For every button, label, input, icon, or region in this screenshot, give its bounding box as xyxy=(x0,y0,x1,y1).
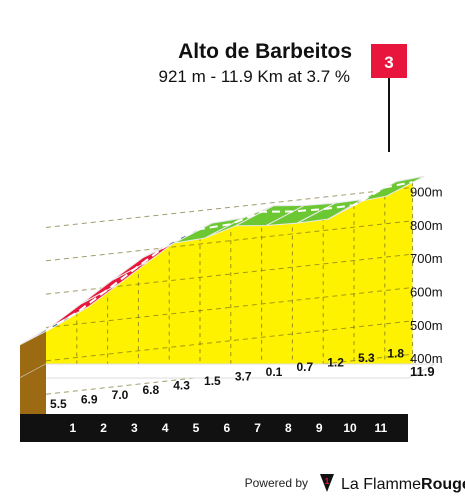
gradient-label: 1.5 xyxy=(204,374,221,388)
grid-line xyxy=(45,287,413,328)
grid-line xyxy=(45,220,413,262)
category-badge-label: 3 xyxy=(384,53,393,72)
y-axis-label: 500m xyxy=(410,318,443,333)
gradient-label: 5.3 xyxy=(358,351,375,365)
profile-area-group xyxy=(20,182,413,378)
gradient-label: 6.8 xyxy=(142,383,159,397)
category-badge: 3 xyxy=(371,44,407,152)
footer: Powered by 1 La FlammeRouge xyxy=(245,474,465,493)
gradient-label: 7.0 xyxy=(112,388,129,402)
km-marker-label: 8 xyxy=(285,421,292,435)
gradient-label: 1.2 xyxy=(327,356,344,370)
km-marker-label: 3 xyxy=(131,421,138,435)
profile-side-face xyxy=(20,330,46,378)
gradient-label: 4.3 xyxy=(173,379,190,393)
km-marker-label: 4 xyxy=(162,421,169,435)
y-axis-label: 900m xyxy=(410,184,443,199)
gradient-band-12 xyxy=(358,175,425,202)
gradient-label: 5.5 xyxy=(50,397,67,411)
gradient-label: 0.1 xyxy=(266,365,283,379)
y-axis-labels: 400m 500m 600m 700m 800m 900m 11.9 xyxy=(410,184,443,379)
grid-line xyxy=(45,186,413,228)
km-marker-label: 2 xyxy=(100,421,107,435)
km-marker-labels: 1 2 3 4 5 6 7 8 9 10 11 xyxy=(69,421,387,435)
km-separator-lines xyxy=(76,182,414,364)
base-side-face xyxy=(20,364,46,414)
gradient-label: 3.7 xyxy=(235,369,252,383)
chart-subtitle: 921 m - 11.9 Km at 3.7 % xyxy=(159,67,351,86)
km-marker-label: 1 xyxy=(69,421,76,435)
grid-line xyxy=(45,253,413,295)
category-badge-box xyxy=(371,44,407,78)
brand-name-suffix: Rouge xyxy=(421,476,465,493)
y-axis-label: 400m xyxy=(410,351,443,366)
km-marker-label: 10 xyxy=(343,421,357,435)
chart-title: Alto de Barbeitos xyxy=(178,40,352,63)
gradient-label: 0.7 xyxy=(296,360,313,374)
y-axis-label: 600m xyxy=(410,285,443,300)
powered-by-text: Powered by xyxy=(245,476,308,490)
profile-front-fill xyxy=(46,182,413,364)
brand-name: La FlammeRouge xyxy=(341,476,465,493)
profile-edge-line xyxy=(45,181,413,332)
brand-name-main: La Flamme xyxy=(341,476,421,493)
km-marker-label: 11 xyxy=(374,421,387,435)
gradient-top-bands xyxy=(19,175,425,346)
y-axis-label: 700m xyxy=(410,251,443,266)
profile-base-group xyxy=(19,363,435,442)
gradient-label: 6.9 xyxy=(81,392,98,406)
base-black-bar xyxy=(20,414,408,442)
grid-line xyxy=(45,320,413,362)
km-marker-label: 6 xyxy=(223,421,230,435)
y-axis-label: 800m xyxy=(410,218,443,233)
km-marker-label: 7 xyxy=(254,421,261,435)
km-marker-label: 5 xyxy=(193,421,200,435)
base-top-face xyxy=(19,363,435,379)
gradient-label: 1.8 xyxy=(387,346,404,360)
km-marker-label: 9 xyxy=(316,421,323,435)
brand-logo-icon xyxy=(320,474,334,492)
brand-logo-glyph: 1 xyxy=(325,477,330,486)
gradient-labels: 5.5 6.9 7.0 6.8 4.3 1.5 3.7 0.1 0.7 1.2 5.3 1.8 xyxy=(50,346,404,411)
end-km-label: 11.9 xyxy=(410,364,435,379)
